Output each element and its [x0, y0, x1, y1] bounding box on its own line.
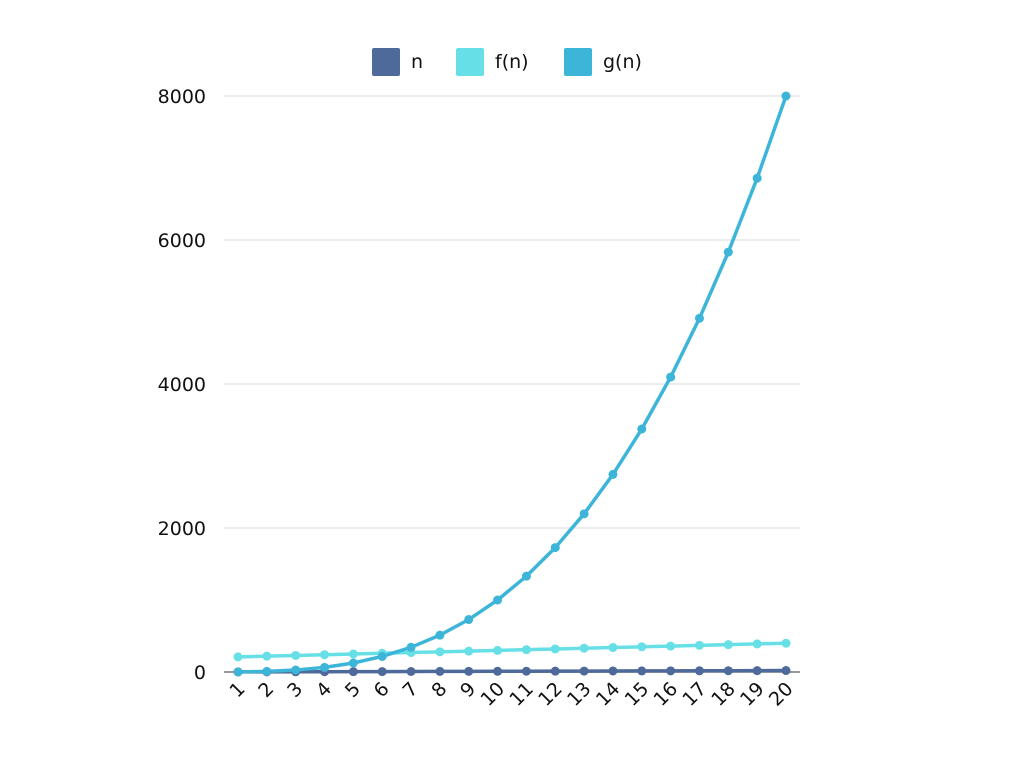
data-point [666, 372, 676, 382]
data-point [435, 630, 445, 640]
data-point [694, 666, 704, 676]
data-point [521, 666, 531, 676]
x-tick-label: 9 [456, 678, 480, 702]
x-tick-label: 17 [678, 678, 711, 711]
data-point [320, 650, 330, 660]
data-point [435, 647, 445, 657]
data-point [493, 595, 503, 605]
legend-label: f(n) [495, 51, 529, 73]
data-point [377, 651, 387, 661]
data-point [377, 667, 387, 677]
data-point [233, 652, 243, 662]
legend-label: n [411, 51, 423, 73]
x-tick-label: 4 [312, 678, 336, 702]
legend: n f(n) g(n) [372, 48, 642, 76]
data-point [666, 666, 676, 676]
x-tick-label: 15 [621, 678, 654, 711]
x-tick-label: 18 [707, 678, 740, 711]
legend-swatch [564, 48, 592, 76]
data-point [781, 638, 791, 648]
series-line-3 [236, 94, 788, 674]
data-point [608, 666, 618, 676]
data-point [521, 645, 531, 655]
data-point [521, 571, 531, 581]
data-point [608, 469, 618, 479]
data-point [464, 615, 474, 625]
data-point [291, 650, 301, 660]
data-point [608, 643, 618, 653]
legend-label: g(n) [603, 51, 642, 73]
data-point [579, 643, 589, 653]
data-point [579, 666, 589, 676]
data-point [233, 667, 243, 677]
x-tick-label: 20 [765, 678, 798, 711]
legend-swatch [372, 48, 400, 76]
data-point [752, 639, 762, 649]
data-point [752, 173, 762, 183]
data-point [781, 666, 791, 676]
data-point [493, 666, 503, 676]
data-point [291, 665, 301, 675]
y-tick-label: 6000 [158, 230, 206, 252]
x-tick-label: 13 [563, 678, 596, 711]
gridlines [224, 95, 800, 673]
series-line-1 [236, 668, 788, 674]
data-point [348, 658, 358, 668]
data-point [694, 640, 704, 650]
x-tick-label: 6 [370, 678, 394, 702]
y-tick-label: 0 [194, 662, 206, 684]
data-point [348, 667, 358, 677]
legend-swatch [456, 48, 484, 76]
x-tick-label: 11 [505, 678, 538, 711]
x-tick-label: 8 [427, 678, 451, 702]
x-tick-label: 19 [736, 678, 769, 711]
y-tick-label: 2000 [158, 518, 206, 540]
y-tick-label: 8000 [158, 86, 206, 108]
x-tick-label: 12 [534, 678, 567, 711]
y-tick-label: 4000 [158, 374, 206, 396]
x-tick-label: 10 [476, 678, 509, 711]
data-point [723, 666, 733, 676]
data-point [694, 313, 704, 323]
data-point [723, 640, 733, 650]
data-point [637, 666, 647, 676]
data-point [320, 662, 330, 672]
x-tick-label: 1 [225, 678, 249, 702]
data-point [464, 666, 474, 676]
data-point [406, 666, 416, 676]
data-point [262, 666, 272, 676]
x-tick-label: 7 [398, 678, 422, 702]
series-lines [236, 94, 788, 674]
data-point [493, 645, 503, 655]
x-tick-label: 3 [283, 678, 307, 702]
data-point [262, 651, 272, 661]
x-tick-label: 16 [650, 678, 683, 711]
data-point [550, 644, 560, 654]
data-point [752, 666, 762, 676]
data-point [666, 641, 676, 651]
data-point [579, 509, 589, 519]
data-point [348, 649, 358, 659]
data-point [406, 642, 416, 652]
data-point [723, 247, 733, 257]
data-point [637, 424, 647, 434]
series-line-2 [236, 641, 788, 659]
x-tick-label: 2 [254, 678, 278, 702]
data-point [781, 91, 791, 101]
data-point [464, 646, 474, 656]
x-tick-label: 14 [592, 678, 625, 711]
data-point [435, 666, 445, 676]
x-tick-label: 5 [341, 678, 365, 702]
data-points [233, 91, 791, 677]
data-point [637, 642, 647, 652]
data-point [550, 543, 560, 553]
data-point [550, 666, 560, 676]
